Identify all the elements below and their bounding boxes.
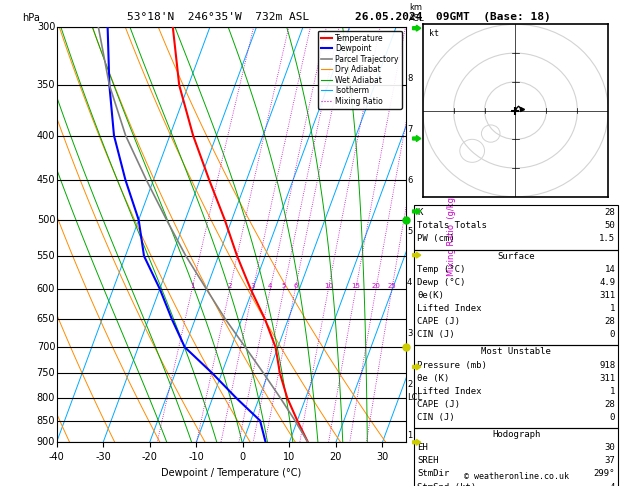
Text: 1: 1 [610,304,615,313]
Text: 5: 5 [407,227,413,236]
Text: 1.5: 1.5 [599,234,615,243]
Text: 600: 600 [37,284,55,294]
Text: Surface: Surface [498,252,535,260]
Text: 15: 15 [352,283,360,289]
Text: 300: 300 [37,22,55,32]
Text: 1: 1 [190,283,194,289]
Text: 450: 450 [36,175,55,185]
Text: 26.05.2024  09GMT  (Base: 18): 26.05.2024 09GMT (Base: 18) [355,12,551,22]
Text: CAPE (J): CAPE (J) [417,317,460,326]
Text: 7: 7 [407,125,413,134]
Text: CIN (J): CIN (J) [417,413,455,422]
Text: 10: 10 [324,283,333,289]
Text: 311: 311 [599,291,615,300]
Text: 5: 5 [282,283,286,289]
Text: 900: 900 [37,437,55,447]
Text: Mixing Ratio  (g/kg): Mixing Ratio (g/kg) [447,193,455,276]
Text: 28: 28 [604,208,615,217]
Text: 53°18'N  246°35'W  732m ASL: 53°18'N 246°35'W 732m ASL [128,12,309,22]
Text: 30: 30 [604,443,615,452]
Text: Lifted Index: Lifted Index [417,304,482,313]
Text: 800: 800 [37,393,55,403]
Text: hPa: hPa [21,13,40,22]
Text: 650: 650 [36,314,55,324]
Text: 350: 350 [36,80,55,90]
Text: 2: 2 [228,283,232,289]
Text: 14: 14 [604,265,615,274]
Text: Most Unstable: Most Unstable [481,347,551,356]
Text: 6: 6 [293,283,298,289]
Text: Lifted Index: Lifted Index [417,387,482,396]
Text: Totals Totals: Totals Totals [417,221,487,230]
Text: 50: 50 [604,221,615,230]
Text: Temp (°C): Temp (°C) [417,265,465,274]
Text: Dewp (°C): Dewp (°C) [417,278,465,287]
Text: 700: 700 [36,342,55,352]
Text: 8: 8 [407,74,413,83]
Text: 500: 500 [36,215,55,225]
Text: 3: 3 [407,329,413,338]
Text: 6: 6 [407,176,413,185]
Text: K: K [417,208,423,217]
Text: LCL: LCL [407,393,422,402]
Text: 1: 1 [407,432,413,440]
Text: 20: 20 [372,283,381,289]
Legend: Temperature, Dewpoint, Parcel Trajectory, Dry Adiabat, Wet Adiabat, Isotherm, Mi: Temperature, Dewpoint, Parcel Trajectory… [318,31,402,109]
Text: 850: 850 [36,416,55,426]
Text: 2: 2 [407,381,413,389]
Text: 4: 4 [610,483,615,486]
Text: CAPE (J): CAPE (J) [417,400,460,409]
Text: θe (K): θe (K) [417,374,449,382]
Text: 299°: 299° [594,469,615,479]
Text: km
ASL: km ASL [409,3,425,22]
Text: StmDir: StmDir [417,469,449,479]
Text: CIN (J): CIN (J) [417,330,455,339]
Text: Pressure (mb): Pressure (mb) [417,361,487,369]
Text: 750: 750 [36,368,55,378]
Text: 311: 311 [599,374,615,382]
Text: 25: 25 [387,283,396,289]
Text: 1: 1 [610,387,615,396]
Text: EH: EH [417,443,428,452]
Text: kt: kt [429,29,439,38]
Text: 4: 4 [407,278,413,287]
Text: 28: 28 [604,317,615,326]
Text: 37: 37 [604,456,615,466]
Text: SREH: SREH [417,456,438,466]
Text: StmSpd (kt): StmSpd (kt) [417,483,476,486]
Text: 0: 0 [610,330,615,339]
Text: © weatheronline.co.uk: © weatheronline.co.uk [464,472,569,481]
X-axis label: Dewpoint / Temperature (°C): Dewpoint / Temperature (°C) [161,468,301,478]
Text: θe(K): θe(K) [417,291,444,300]
Text: 4: 4 [268,283,272,289]
Text: 918: 918 [599,361,615,369]
Text: 400: 400 [37,131,55,140]
Text: 3: 3 [251,283,255,289]
Text: 0: 0 [610,413,615,422]
Text: PW (cm): PW (cm) [417,234,455,243]
Text: 550: 550 [36,251,55,261]
Text: 4.9: 4.9 [599,278,615,287]
Text: Hodograph: Hodograph [492,430,540,439]
Text: 28: 28 [604,400,615,409]
